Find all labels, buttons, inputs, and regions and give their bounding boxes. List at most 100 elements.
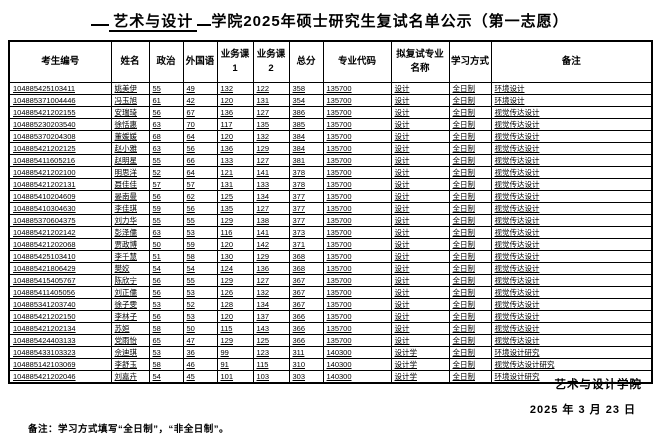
cell-remark: 视觉传达设计	[490, 178, 653, 191]
col-header-study-mode: 学习方式	[448, 40, 492, 83]
cell-politics: 53	[148, 298, 184, 311]
cell-business-course1: 129	[216, 274, 254, 287]
cell-name: 刘力华	[110, 214, 150, 227]
cell-total-score: 378	[288, 166, 324, 179]
cell-candidate-no: 104885421202142	[8, 226, 112, 239]
table-row: 104885421202155 安瑞琦 56 67 136 127 386 135700 设计全…	[8, 106, 653, 119]
cell-name: 贾政博	[110, 238, 150, 251]
cell-foreign-language: 53	[182, 310, 218, 323]
cell-name: 董媛媛	[110, 130, 150, 143]
cell-candidate-no: 104885421202125	[8, 142, 112, 155]
cell-remark: 视觉传达设计	[490, 166, 653, 179]
cell-total-score: 371	[288, 238, 324, 251]
cell-major-code: 135700	[322, 82, 392, 95]
cell-major-name: 设计	[390, 298, 450, 311]
col-header-politics: 政治	[148, 40, 184, 83]
cell-total-score: 368	[288, 262, 324, 275]
cell-candidate-no: 104885425103411	[8, 82, 112, 95]
table-row: 104885371004446 冯玉旭 61 42 120 131 354 135700 设计全…	[8, 94, 653, 107]
cell-major-code: 135700	[322, 214, 392, 227]
cell-foreign-language: 64	[182, 130, 218, 143]
table-row: 104885415405767 陈欣宁 56 55 129 127 367 135700 设计全…	[8, 274, 653, 287]
cell-foreign-language: 55	[182, 274, 218, 287]
col-header-foreign-language: 外国语	[182, 40, 218, 83]
table-row: 104885421202068 贾政博 50 59 120 142 371 135700 设计全…	[8, 238, 653, 251]
cell-politics: 51	[148, 250, 184, 263]
cell-name: 李千慧	[110, 250, 150, 263]
col-header-total-score: 总分	[288, 40, 324, 83]
cell-study-mode: 全日制	[448, 286, 492, 299]
cell-major-code: 135700	[322, 286, 392, 299]
table-row: 104885421202150 李林子 56 53 120 137 366 135700 设计全…	[8, 310, 653, 323]
cell-business-course2: 134	[252, 298, 290, 311]
cell-politics: 55	[148, 154, 184, 167]
cell-business-course1: 136	[216, 142, 254, 155]
cell-politics: 58	[148, 322, 184, 335]
cell-remark: 视觉传达设计	[490, 238, 653, 251]
cell-candidate-no: 104885410304630	[8, 202, 112, 215]
cell-business-course2: 138	[252, 214, 290, 227]
cell-remark: 视觉传达设计	[490, 322, 653, 335]
table-row: 104885370604375 刘力华 55 55 129 138 377 135700 设计全…	[8, 214, 653, 227]
cell-remark: 环境设计研究	[490, 346, 653, 359]
cell-candidate-no: 104885230203540	[8, 118, 112, 131]
cell-business-course2: 123	[252, 346, 290, 359]
cell-name: 姚美伊	[110, 82, 150, 95]
cell-name: 赵明星	[110, 154, 150, 167]
cell-total-score: 373	[288, 226, 324, 239]
cell-major-code: 135700	[322, 262, 392, 275]
cell-remark: 视觉传达设计	[490, 274, 653, 287]
cell-foreign-language: 58	[182, 250, 218, 263]
cell-name: 赵小雅	[110, 142, 150, 155]
cell-study-mode: 全日制	[448, 190, 492, 203]
table-row: 104885421202134 苏姮 58 50 115 143 366 135700 设计 全日…	[8, 322, 653, 335]
cell-politics: 55	[148, 214, 184, 227]
table-row: 104885421202142 彭泽儒 63 53 116 141 373 135700 设计全…	[8, 226, 653, 239]
cell-remark: 视觉传达设计	[490, 226, 653, 239]
cell-major-name: 设计	[390, 166, 450, 179]
cell-major-code: 135700	[322, 118, 392, 131]
cell-candidate-no: 104885425103410	[8, 250, 112, 263]
cell-major-name: 设计	[390, 190, 450, 203]
cell-major-name: 设计	[390, 334, 450, 347]
cell-foreign-language: 57	[182, 178, 218, 191]
cell-business-course2: 125	[252, 334, 290, 347]
cell-foreign-language: 53	[182, 226, 218, 239]
footer-date: 2025 年 3 月 23 日	[529, 404, 636, 416]
table-row: 104885411605216 赵明星 55 66 133 127 381 135700 设计全…	[8, 154, 653, 167]
cell-major-name: 设计	[390, 82, 450, 95]
cell-major-code: 135700	[322, 250, 392, 263]
cell-major-code: 140300	[322, 346, 392, 359]
table-row: 104885230203540 徐恬惠 63 70 117 135 385 135700 设计全…	[8, 118, 653, 131]
cell-foreign-language: 59	[182, 238, 218, 251]
cell-business-course2: 137	[252, 310, 290, 323]
cell-business-course2: 132	[252, 130, 290, 143]
cell-politics: 63	[148, 118, 184, 131]
cell-politics: 63	[148, 226, 184, 239]
cell-major-code: 135700	[322, 166, 392, 179]
cell-study-mode: 全日制	[448, 166, 492, 179]
cell-major-code: 135700	[322, 310, 392, 323]
cell-major-name: 设计	[390, 226, 450, 239]
cell-business-course2: 136	[252, 262, 290, 275]
cell-remark: 视觉传达设计	[490, 250, 653, 263]
cell-name: 冯玉旭	[110, 94, 150, 107]
cell-study-mode: 全日制	[448, 322, 492, 335]
cell-politics: 61	[148, 94, 184, 107]
cell-study-mode: 全日制	[448, 262, 492, 275]
title-underline-lead	[91, 8, 110, 26]
col-header-remark: 备注	[490, 40, 653, 83]
cell-major-code: 140300	[322, 358, 392, 371]
cell-candidate-no: 104885421202150	[8, 310, 112, 323]
cell-business-course2: 132	[252, 286, 290, 299]
cell-business-course1: 132	[216, 82, 254, 95]
cell-total-score: 377	[288, 190, 324, 203]
cell-remark: 视觉传达设计	[490, 262, 653, 275]
table-row: 104885425103411 姚美伊 55 49 132 122 358 135700 设计全…	[8, 82, 653, 95]
cell-politics: 52	[148, 166, 184, 179]
cell-name: 彭泽儒	[110, 226, 150, 239]
cell-major-name: 设计	[390, 238, 450, 251]
cell-business-course1: 120	[216, 94, 254, 107]
cell-politics: 68	[148, 130, 184, 143]
